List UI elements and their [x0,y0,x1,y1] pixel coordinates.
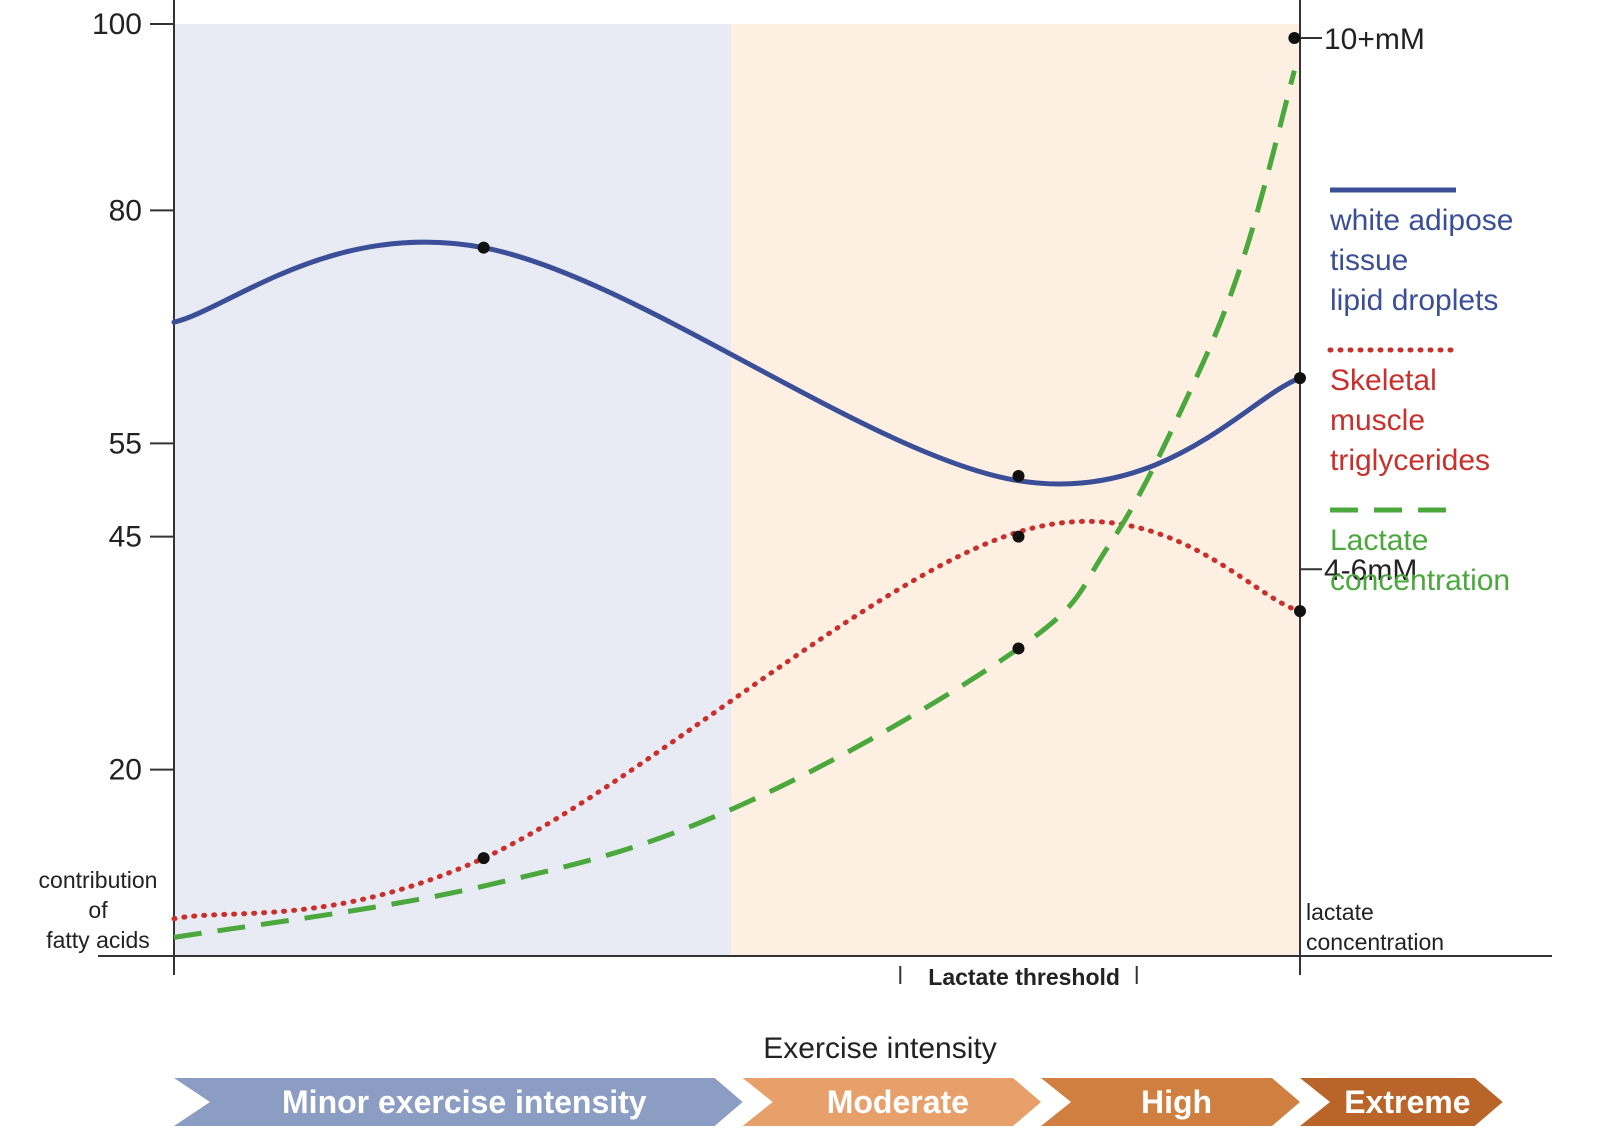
series-0-marker-0 [477,241,490,254]
intensity-regions [174,24,1300,956]
band-label-3: Extreme [1344,1084,1470,1120]
legend-label-0-2: lipid droplets [1330,284,1498,317]
series-1-marker-1 [1012,530,1025,543]
y-label-line-0: contribution [39,867,158,893]
band-arrow-3 [1300,1078,1503,1126]
series-line-2 [173,69,1297,940]
legend-label-1-1: muscle [1330,404,1425,437]
legend-label-1-0: Skeletal [1330,364,1437,397]
series-line-0 [171,239,1303,487]
series-0-marker-2 [1294,372,1306,385]
region-1 [731,24,1300,956]
y-tick-label-20: 20 [109,754,142,787]
y2-tick-label-1: 4-6mM [1324,554,1417,587]
y-tick-label-55: 55 [109,427,142,460]
y-ticks: 100 80 55 45 20 10+mM 4-6mM [92,8,1425,787]
series-1-marker-2 [1294,605,1306,618]
axes [98,0,1552,984]
y-tick-label-80: 80 [109,194,142,227]
series-lines [171,69,1303,940]
legend-label-2-1: concentration [1330,564,1510,597]
legend-label-2-0: Lactate [1330,524,1428,557]
x-axis-label: Exercise intensity [763,1032,996,1065]
y2-axis-label: lactate concentration [1306,899,1444,955]
axis-labels: contribution of fatty acids lactate concent… [39,867,1445,1065]
series-0-marker-1 [1012,470,1025,483]
y2-label-line-1: concentration [1306,929,1444,955]
series-2-marker-1 [1288,31,1301,44]
y-label-line-1: of [88,897,108,923]
band-arrow-1 [742,1078,1042,1126]
band-label-1: Moderate [827,1084,969,1120]
legend: white adipose tissue lipid droplets Skeleta… [1327,187,1513,597]
legend-label-0-0: white adipose [1329,204,1513,237]
band-label-0: Minor exercise intensity [282,1084,647,1120]
series-2-marker-0 [1012,642,1025,655]
legend-label-0-1: tissue [1330,244,1408,277]
y-tick-label-45: 45 [109,521,142,554]
lactate-threshold-label: Lactate threshold [928,964,1120,990]
y2-tick-label-0: 10+mM [1324,23,1425,56]
y-tick-label-100: 100 [92,8,142,41]
y-axis-label: contribution of fatty acids [39,867,158,953]
series-line-1 [171,518,1303,922]
intensity-bands: Minor exercise intensity Moderate High Extr… [174,1078,1503,1126]
series-1-marker-0 [477,852,490,865]
band-arrow-0 [174,1078,743,1126]
series-markers [477,31,1306,865]
band-label-2: High [1141,1084,1212,1120]
region-0 [174,24,732,956]
y-label-line-2: fatty acids [46,927,150,953]
band-arrow-2 [1041,1078,1300,1126]
legend-label-1-2: triglycerides [1330,444,1490,477]
y2-label-line-0: lactate [1306,899,1374,925]
